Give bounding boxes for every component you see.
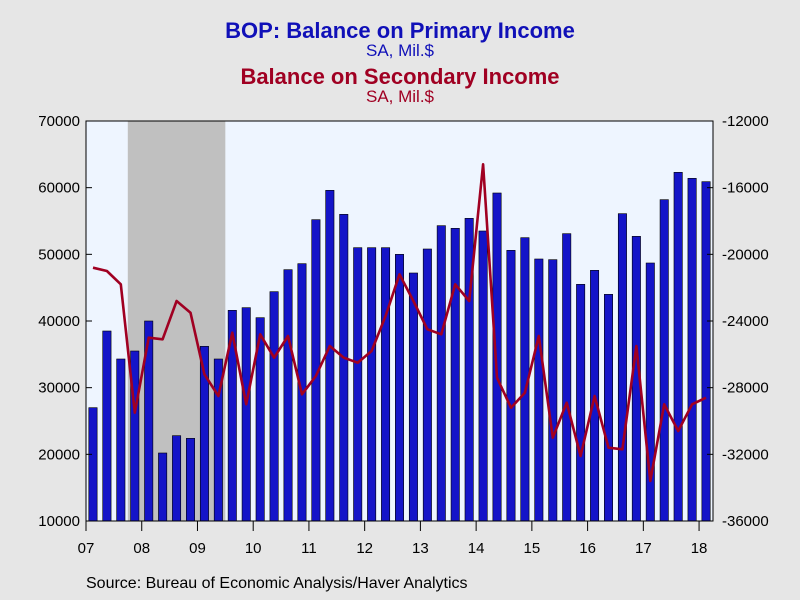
x-axis-tick-label: 08 — [133, 540, 150, 557]
x-axis-tick-label: 12 — [356, 540, 373, 557]
bar — [339, 214, 349, 522]
x-axis-tick-label: 18 — [691, 540, 708, 557]
source-note: Source: Bureau of Economic Analysis/Have… — [86, 575, 468, 592]
bar — [283, 269, 293, 522]
bar — [687, 178, 697, 522]
x-axis-tick-label: 10 — [245, 540, 262, 557]
bar — [102, 330, 112, 522]
bar — [381, 247, 391, 522]
bar — [450, 228, 460, 522]
chart-title-primary: BOP: Balance on Primary Income — [225, 18, 575, 43]
right-axis-tick-label: -20000 — [722, 246, 769, 263]
x-axis-tick-label: 09 — [189, 540, 206, 557]
bar — [604, 294, 613, 522]
left-axis-tick-label: 10000 — [38, 513, 80, 530]
chart-subtitle-primary-unit: SA, Mil.$ — [365, 41, 435, 60]
bar — [353, 247, 363, 522]
x-axis-tick-label: 07 — [78, 540, 95, 557]
bar — [673, 172, 683, 522]
left-axis-tick-label: 40000 — [38, 313, 80, 330]
bar — [617, 213, 627, 522]
left-axis-tick-label: 60000 — [38, 180, 80, 197]
bar — [478, 230, 488, 522]
x-axis-tick-label: 14 — [468, 540, 485, 557]
bar — [116, 358, 126, 522]
bar — [576, 284, 586, 522]
bar — [395, 254, 404, 522]
bar — [269, 291, 279, 522]
bar — [436, 225, 446, 522]
left-axis-tick-label: 70000 — [38, 113, 80, 130]
bar — [534, 258, 544, 522]
right-axis-tick-label: -28000 — [722, 380, 769, 397]
bar — [241, 307, 251, 522]
bar — [158, 452, 168, 522]
bar — [325, 190, 335, 522]
bar — [562, 233, 572, 522]
right-axis-tick-label: -16000 — [722, 180, 769, 197]
bar — [172, 435, 182, 522]
right-axis-tick-label: -12000 — [722, 113, 769, 130]
right-axis-tick-label: -24000 — [722, 313, 769, 330]
left-axis-tick-label: 50000 — [38, 246, 80, 263]
chart-title-secondary: Balance on Secondary Income — [240, 64, 560, 89]
bar — [506, 250, 516, 522]
bar — [422, 248, 432, 522]
x-axis-tick-label: 16 — [579, 540, 596, 557]
bar — [408, 272, 418, 522]
bar — [659, 199, 669, 522]
left-axis-tick-label: 30000 — [38, 380, 80, 397]
bar — [367, 247, 377, 522]
x-axis-tick-label: 17 — [635, 540, 652, 557]
bar — [492, 192, 502, 522]
bar — [548, 259, 558, 522]
chart-subtitle-secondary-unit: SA, Mil.$ — [365, 87, 435, 106]
secondary-income-line — [92, 163, 707, 483]
bar — [88, 407, 98, 522]
right-axis-tick-label: -32000 — [722, 446, 769, 463]
x-axis-tick-label: 13 — [412, 540, 429, 557]
left-axis-tick-label: 20000 — [38, 446, 80, 463]
x-axis-tick-label: 11 — [301, 540, 317, 557]
x-axis-tick-label: 15 — [524, 540, 541, 557]
right-axis-tick-label: -36000 — [722, 513, 769, 530]
bar — [701, 181, 711, 522]
bar — [186, 438, 195, 522]
